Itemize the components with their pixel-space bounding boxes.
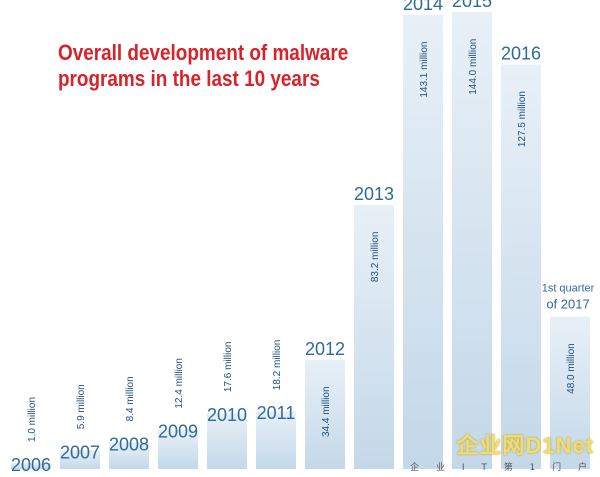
category-label-2017-line-2: of 2017 [546, 297, 589, 312]
value-label-2009: 12.4 million [174, 358, 185, 409]
value-label-2017: 48.0 million [566, 343, 577, 394]
category-label-2008: 2008 [109, 434, 149, 454]
labels-group: 2006 1.0 million 2007 5.9 million 2008 8.4 mi… [11, 0, 595, 475]
value-label-2008: 8.4 million [125, 376, 136, 421]
category-label-2009: 2009 [158, 422, 198, 442]
watermark: 企业网D1Net 企 业 I T 第 1 门 户 [410, 428, 594, 473]
bar-2012 [305, 359, 345, 469]
value-label-2010: 17.6 million [223, 342, 234, 393]
category-label-2006: 2006 [11, 455, 51, 475]
value-label-2016: 127.5 million [517, 91, 528, 147]
value-label-2006: 1.0 million [27, 397, 38, 442]
bar-2006 [11, 463, 51, 469]
bar-2016 [501, 64, 541, 469]
bar-2011 [256, 411, 296, 469]
category-label-2015: 2015 [452, 0, 492, 11]
category-label-2011: 2011 [257, 403, 296, 423]
chart-title-line-2: programs in the last 10 years [58, 66, 320, 91]
bars-group [11, 12, 590, 469]
category-label-2007: 2007 [60, 442, 100, 462]
value-label-2011: 18.2 million [272, 340, 283, 391]
category-label-2012: 2012 [305, 339, 345, 359]
bar-2014 [403, 14, 443, 469]
watermark-logo: 企业网D1Net [456, 433, 594, 458]
category-label-2014: 2014 [403, 0, 443, 14]
bar-2007 [60, 450, 100, 469]
chart-title-line-1: Overall development of malware [58, 40, 349, 65]
value-label-2014: 143.1 million [419, 42, 430, 98]
chart-title: Overall development of malware programs … [58, 40, 348, 92]
value-label-2007: 5.9 million [76, 384, 87, 429]
category-label-2016: 2016 [501, 43, 541, 63]
value-label-2015: 144.0 million [468, 39, 479, 95]
bar-2017 [550, 316, 590, 469]
bar-2010 [207, 413, 247, 469]
category-label-2013: 2013 [354, 184, 394, 204]
category-label-2010: 2010 [207, 405, 247, 425]
bar-2015 [452, 12, 492, 469]
category-label-2017-line-1: 1st quarter [542, 283, 595, 295]
bar-2013 [354, 204, 394, 469]
watermark-tagline: 企 业 I T 第 1 门 户 [410, 463, 594, 473]
value-label-2012: 34.4 million [321, 386, 332, 437]
bar-2009 [158, 429, 198, 469]
value-label-2013: 83.2 million [370, 232, 381, 283]
bar-2008 [109, 442, 149, 469]
